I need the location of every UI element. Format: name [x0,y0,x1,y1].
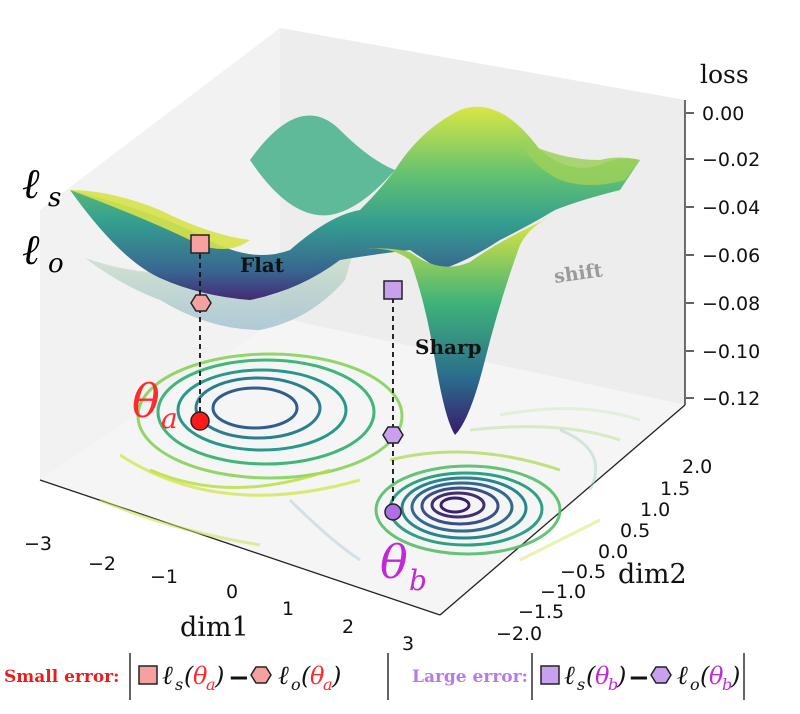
y-tick: −1.5 [518,601,564,623]
svg-text:ℓ: ℓ [677,661,688,691]
surface-label-shifted: ℓ s [22,159,61,213]
svg-text:(: ( [301,662,311,690]
z-tick: −0.08 [702,293,760,315]
hexagon-marker-icon [382,426,404,444]
z-tick: −0.10 [702,341,760,363]
y-tick: 0.0 [598,541,628,563]
svg-text:s: s [175,675,183,694]
svg-text:ℓ: ℓ [22,225,40,274]
square-marker-icon [540,665,560,685]
svg-text:(: ( [184,662,194,690]
y-tick: 1.5 [660,478,690,500]
surface-label-original: ℓ o [22,225,64,279]
square-marker-icon [383,280,403,300]
z-axis: loss 0.00 −0.02 −0.04 −0.06 −0.08 −0.10 … [686,60,760,410]
z-tick: 0.00 [702,103,744,125]
theta-a-markers [190,234,212,431]
contour-plot [99,352,641,562]
y-axis-label: dim2 [618,559,687,590]
svg-text:θ: θ [193,662,208,690]
hexagon-marker-icon [250,666,272,684]
x-axis: −3 −2 −1 0 1 2 3 dim1 [24,533,414,655]
z-tick: −0.12 [702,388,760,410]
y-tick: −2.0 [496,623,542,645]
svg-text:b: b [409,564,427,597]
floor-pane [40,318,685,615]
y-tick: 0.5 [620,520,650,542]
svg-text:ℓ: ℓ [22,159,40,208]
z-tick: −0.04 [702,197,760,219]
svg-text:): ) [214,662,224,690]
small-error-label: Small error: [4,667,119,687]
svg-text:θ: θ [709,662,724,690]
svg-text:ℓ: ℓ [162,661,173,691]
sharp-basin [360,215,555,435]
x-tick: 0 [226,581,238,603]
svg-text:): ) [331,662,341,690]
svg-text:θ: θ [380,535,408,589]
small-error-legend: Small error: ℓ s ( θ a ) − ℓ o ( θ a ) [4,653,389,700]
x-tick: −2 [88,553,116,575]
sharp-label: Sharp [415,335,481,359]
x-tick: −1 [150,566,178,588]
large-error-legend: Large error: ℓ s ( θ b ) − ℓ o ( θ b ) [412,653,745,700]
svg-text:b: b [722,675,732,694]
x-tick: 3 [402,633,414,655]
hexagon-marker-icon [650,666,672,684]
svg-text:a: a [206,675,216,694]
svg-text:o: o [291,675,301,694]
svg-text:(: ( [700,662,710,690]
svg-text:(: ( [586,662,596,690]
theta-a-label: θ a [132,374,178,435]
svg-text:o: o [48,249,64,279]
svg-text:b: b [608,675,618,694]
svg-text:): ) [730,662,740,690]
svg-text:θ: θ [132,374,160,428]
x-tick: 1 [282,598,294,620]
z-tick: −0.02 [702,149,760,171]
minus-sign: − [628,663,650,693]
z-tick: −0.06 [702,245,760,267]
x-axis-label: dim1 [180,612,249,643]
svg-text:a: a [323,675,333,694]
hexagon-marker-icon [190,294,212,312]
svg-text:): ) [616,662,626,690]
theta-a-point [190,411,210,431]
minus-sign: − [228,663,250,693]
y-tick: −1.0 [540,581,586,603]
square-marker-icon [138,665,158,685]
original-loss-surface [85,230,360,330]
large-error-label: Large error: [412,667,528,687]
flat-label: Flat [240,253,285,277]
theta-b-label: θ b [380,535,427,597]
svg-text:s: s [48,183,61,213]
svg-text:a: a [161,402,178,435]
y-axis: 2.0 1.5 1.0 0.5 0.0 −0.5 −1.0 −1.5 −2.0 … [496,456,712,645]
theta-b-point [384,503,402,521]
svg-text:ℓ: ℓ [278,661,289,691]
svg-text:o: o [690,675,700,694]
svg-text:θ: θ [595,662,610,690]
x-tick: −3 [24,533,52,555]
svg-text:ℓ: ℓ [564,661,575,691]
svg-text:s: s [577,675,585,694]
x-tick: 2 [342,616,354,638]
y-tick: −0.5 [560,561,606,583]
square-marker-icon [190,234,210,254]
theta-b-markers [382,280,404,521]
svg-text:θ: θ [310,662,325,690]
y-tick: 1.0 [640,499,670,521]
z-axis-label: loss [700,60,749,89]
y-tick: 2.0 [682,456,712,478]
